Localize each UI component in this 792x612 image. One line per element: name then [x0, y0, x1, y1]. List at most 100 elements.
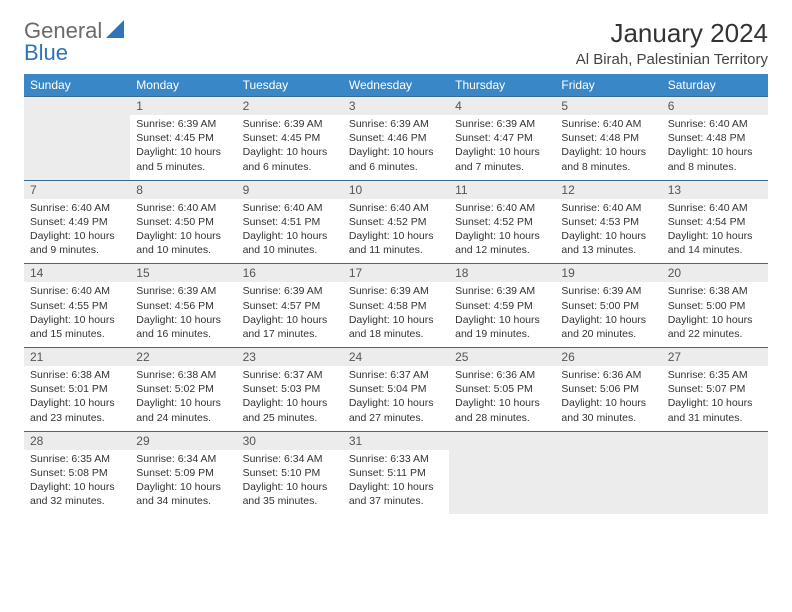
daylight-text-2: and 31 minutes. — [668, 411, 762, 425]
day-number-cell: 2 — [237, 97, 343, 116]
day-detail-cell: Sunrise: 6:40 AMSunset: 4:53 PMDaylight:… — [555, 199, 661, 264]
daylight-text-1: Daylight: 10 hours — [668, 313, 762, 327]
day-number-cell — [662, 431, 768, 450]
sunset-text: Sunset: 4:49 PM — [30, 215, 124, 229]
day-detail-cell: Sunrise: 6:40 AMSunset: 4:51 PMDaylight:… — [237, 199, 343, 264]
daylight-text-2: and 20 minutes. — [561, 327, 655, 341]
daynum-row: 123456 — [24, 97, 768, 116]
day-number-cell: 27 — [662, 348, 768, 367]
daylight-text-2: and 7 minutes. — [455, 160, 549, 174]
day-number-cell: 25 — [449, 348, 555, 367]
weekday-header: Sunday — [24, 74, 130, 97]
day-detail-cell: Sunrise: 6:39 AMSunset: 4:45 PMDaylight:… — [237, 115, 343, 180]
daylight-text-2: and 10 minutes. — [136, 243, 230, 257]
sunset-text: Sunset: 5:10 PM — [243, 466, 337, 480]
day-number-cell — [24, 97, 130, 116]
daylight-text-2: and 12 minutes. — [455, 243, 549, 257]
day-detail-cell: Sunrise: 6:40 AMSunset: 4:52 PMDaylight:… — [449, 199, 555, 264]
daylight-text-2: and 24 minutes. — [136, 411, 230, 425]
day-number-cell: 4 — [449, 97, 555, 116]
daylight-text-2: and 30 minutes. — [561, 411, 655, 425]
daylight-text-2: and 17 minutes. — [243, 327, 337, 341]
day-detail-cell: Sunrise: 6:40 AMSunset: 4:54 PMDaylight:… — [662, 199, 768, 264]
daylight-text-1: Daylight: 10 hours — [455, 229, 549, 243]
weekday-header: Wednesday — [343, 74, 449, 97]
daylight-text-1: Daylight: 10 hours — [243, 480, 337, 494]
weekday-header: Tuesday — [237, 74, 343, 97]
sunset-text: Sunset: 5:00 PM — [668, 299, 762, 313]
day-detail-cell: Sunrise: 6:40 AMSunset: 4:55 PMDaylight:… — [24, 282, 130, 347]
day-number-cell: 26 — [555, 348, 661, 367]
day-number-cell: 30 — [237, 431, 343, 450]
daylight-text-2: and 28 minutes. — [455, 411, 549, 425]
sunset-text: Sunset: 5:09 PM — [136, 466, 230, 480]
calendar-table: Sunday Monday Tuesday Wednesday Thursday… — [24, 74, 768, 514]
daylight-text-1: Daylight: 10 hours — [668, 229, 762, 243]
day-detail-cell: Sunrise: 6:40 AMSunset: 4:48 PMDaylight:… — [555, 115, 661, 180]
sunset-text: Sunset: 4:48 PM — [561, 131, 655, 145]
day-number-cell: 12 — [555, 180, 661, 199]
sunrise-text: Sunrise: 6:39 AM — [136, 117, 230, 131]
daylight-text-1: Daylight: 10 hours — [668, 145, 762, 159]
daylight-text-1: Daylight: 10 hours — [136, 480, 230, 494]
daylight-text-2: and 22 minutes. — [668, 327, 762, 341]
sunset-text: Sunset: 5:05 PM — [455, 382, 549, 396]
daylight-text-1: Daylight: 10 hours — [243, 145, 337, 159]
day-number-cell: 19 — [555, 264, 661, 283]
daylight-text-1: Daylight: 10 hours — [30, 480, 124, 494]
brand-part2: Blue — [24, 40, 68, 65]
detail-row: Sunrise: 6:38 AMSunset: 5:01 PMDaylight:… — [24, 366, 768, 431]
sunrise-text: Sunrise: 6:39 AM — [455, 284, 549, 298]
daylight-text-2: and 10 minutes. — [243, 243, 337, 257]
day-number-cell: 1 — [130, 97, 236, 116]
day-detail-cell: Sunrise: 6:37 AMSunset: 5:03 PMDaylight:… — [237, 366, 343, 431]
day-number-cell: 28 — [24, 431, 130, 450]
daylight-text-2: and 35 minutes. — [243, 494, 337, 508]
day-detail-cell: Sunrise: 6:39 AMSunset: 5:00 PMDaylight:… — [555, 282, 661, 347]
day-detail-cell: Sunrise: 6:38 AMSunset: 5:02 PMDaylight:… — [130, 366, 236, 431]
day-detail-cell: Sunrise: 6:39 AMSunset: 4:57 PMDaylight:… — [237, 282, 343, 347]
daylight-text-2: and 23 minutes. — [30, 411, 124, 425]
daylight-text-2: and 16 minutes. — [136, 327, 230, 341]
daylight-text-1: Daylight: 10 hours — [668, 396, 762, 410]
day-number-cell: 18 — [449, 264, 555, 283]
sunrise-text: Sunrise: 6:35 AM — [668, 368, 762, 382]
day-detail-cell: Sunrise: 6:39 AMSunset: 4:46 PMDaylight:… — [343, 115, 449, 180]
daylight-text-2: and 19 minutes. — [455, 327, 549, 341]
day-number-cell: 29 — [130, 431, 236, 450]
day-number-cell: 11 — [449, 180, 555, 199]
sunrise-text: Sunrise: 6:37 AM — [243, 368, 337, 382]
sunset-text: Sunset: 4:56 PM — [136, 299, 230, 313]
sunset-text: Sunset: 4:55 PM — [30, 299, 124, 313]
day-detail-cell: Sunrise: 6:40 AMSunset: 4:50 PMDaylight:… — [130, 199, 236, 264]
weekday-header-row: Sunday Monday Tuesday Wednesday Thursday… — [24, 74, 768, 97]
day-number-cell: 17 — [343, 264, 449, 283]
daylight-text-1: Daylight: 10 hours — [561, 145, 655, 159]
day-number-cell: 5 — [555, 97, 661, 116]
sunrise-text: Sunrise: 6:40 AM — [349, 201, 443, 215]
daynum-row: 14151617181920 — [24, 264, 768, 283]
daylight-text-1: Daylight: 10 hours — [136, 396, 230, 410]
sunrise-text: Sunrise: 6:36 AM — [561, 368, 655, 382]
sunrise-text: Sunrise: 6:39 AM — [349, 284, 443, 298]
day-detail-cell: Sunrise: 6:34 AMSunset: 5:09 PMDaylight:… — [130, 450, 236, 515]
sunset-text: Sunset: 4:48 PM — [668, 131, 762, 145]
sunrise-text: Sunrise: 6:33 AM — [349, 452, 443, 466]
daylight-text-1: Daylight: 10 hours — [561, 229, 655, 243]
day-detail-cell: Sunrise: 6:36 AMSunset: 5:05 PMDaylight:… — [449, 366, 555, 431]
sunset-text: Sunset: 4:45 PM — [243, 131, 337, 145]
sunrise-text: Sunrise: 6:35 AM — [30, 452, 124, 466]
day-detail-cell: Sunrise: 6:33 AMSunset: 5:11 PMDaylight:… — [343, 450, 449, 515]
sunrise-text: Sunrise: 6:39 AM — [561, 284, 655, 298]
daylight-text-2: and 25 minutes. — [243, 411, 337, 425]
daylight-text-2: and 32 minutes. — [30, 494, 124, 508]
daylight-text-1: Daylight: 10 hours — [136, 229, 230, 243]
day-number-cell: 10 — [343, 180, 449, 199]
daylight-text-1: Daylight: 10 hours — [243, 313, 337, 327]
day-number-cell: 23 — [237, 348, 343, 367]
sunrise-text: Sunrise: 6:39 AM — [455, 117, 549, 131]
sunset-text: Sunset: 4:54 PM — [668, 215, 762, 229]
daylight-text-2: and 6 minutes. — [243, 160, 337, 174]
sunrise-text: Sunrise: 6:39 AM — [243, 284, 337, 298]
day-number-cell: 8 — [130, 180, 236, 199]
